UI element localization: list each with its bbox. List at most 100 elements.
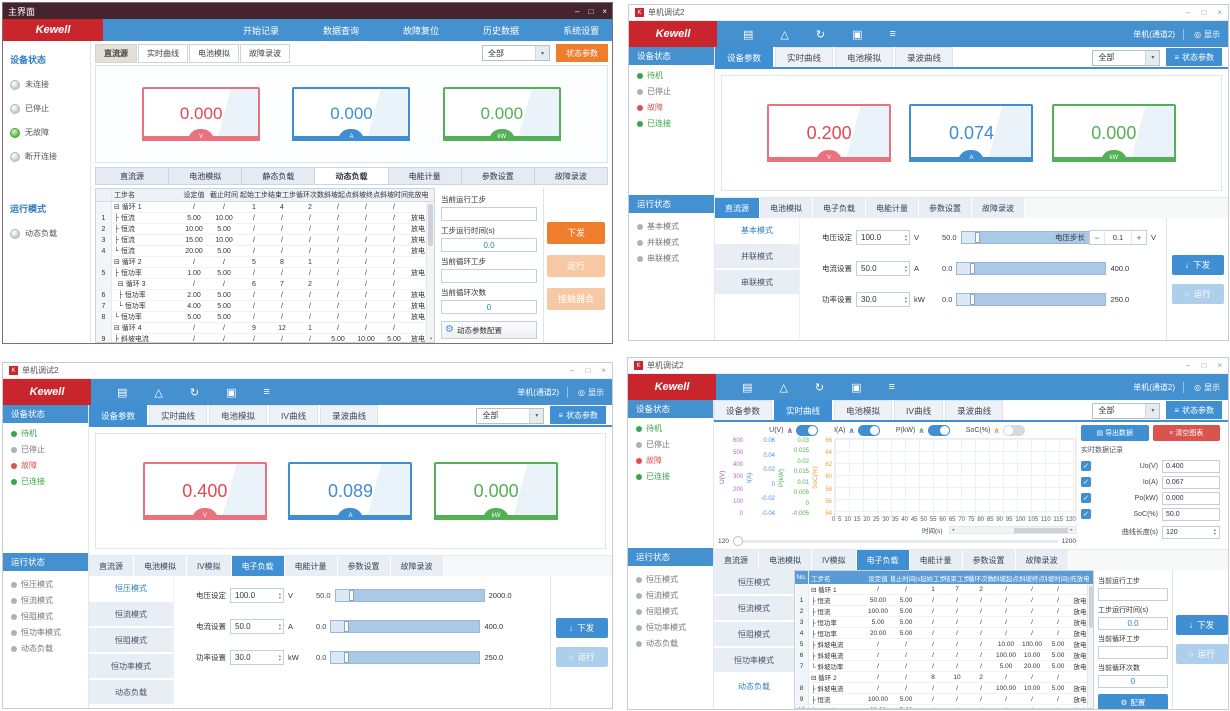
toolbar-icon[interactable]: ▤ — [742, 381, 753, 394]
close-button[interactable]: × — [1217, 8, 1222, 17]
scroll-left-icon[interactable]: ◂ — [951, 527, 955, 533]
section-tab[interactable]: 直流源 — [714, 550, 759, 570]
mode-menu-item[interactable]: 恒压模式 — [714, 570, 794, 594]
status-params-button[interactable]: 状态参数 — [556, 44, 608, 62]
tab[interactable]: 设备参数 — [714, 400, 773, 420]
toolbar-icon[interactable]: △ — [780, 28, 789, 41]
current-step-input[interactable] — [441, 207, 537, 221]
toolbar-icon[interactable]: △ — [154, 386, 163, 399]
table-row[interactable]: 1 ├ 恒流 50.00 5.00 / / / / / / 放电 — [795, 595, 1093, 606]
run-button[interactable]: ○ 运行 — [555, 646, 608, 667]
section-tab[interactable]: 参数设置 — [962, 550, 1016, 570]
maximize-button[interactable]: □ — [585, 366, 591, 375]
section-tab[interactable]: 参数设置 — [337, 556, 391, 576]
export-data-button[interactable]: ▤ 导出数据 — [1081, 425, 1149, 441]
toolbar-icon[interactable]: ▣ — [226, 386, 237, 399]
tab[interactable]: 电池模拟 — [209, 405, 268, 425]
table-row[interactable]: 9 ├ 斜坡电流 / / / / / 5.00 10.00 5.00 放电 — [96, 334, 434, 342]
filter-dropdown[interactable]: 全部 ▾ — [476, 407, 545, 424]
param-value-input[interactable]: 100.0 — [230, 588, 284, 603]
section-tab[interactable]: 电子负载 — [856, 550, 910, 570]
send-button[interactable]: ↓ 下发 — [1171, 254, 1224, 275]
toolbar-icon[interactable]: ↻ — [814, 381, 825, 394]
clear-chart-button[interactable]: × 清空图表 — [1152, 425, 1220, 441]
section-tab[interactable]: 故障录波 — [972, 198, 1025, 218]
section-tab[interactable]: 直流源 — [96, 168, 170, 184]
chart-h-scrollbar[interactable]: ◂ ▸ — [948, 526, 1076, 534]
mode-menu-item[interactable]: 恒流模式 — [714, 596, 794, 620]
mode-menu-item[interactable]: 并联模式 — [715, 244, 799, 268]
section-tab[interactable]: 电子负载 — [231, 556, 285, 576]
maximize-button[interactable]: □ — [588, 6, 594, 16]
status-params-button[interactable]: ≡ 状态参数 — [550, 406, 606, 424]
scrollbar-thumb[interactable] — [428, 204, 433, 246]
section-tab[interactable]: 直流源 — [89, 556, 134, 576]
spinner-icon[interactable] — [905, 296, 907, 304]
toolbar-icon[interactable]: ▤ — [117, 386, 128, 399]
mode-menu-item[interactable]: 动态负载 — [714, 674, 794, 698]
table-row[interactable]: 5 ├ 恒功率 1.00 5.00 / / / / / / 放电 — [96, 268, 434, 279]
spinner-icon[interactable] — [1214, 528, 1216, 536]
table-row[interactable]: 1 ├ 恒流 5.00 10.00 / / / / / / 放电 — [96, 213, 434, 224]
toolbar-icon[interactable]: ▣ — [852, 28, 863, 41]
tab[interactable]: 实时曲线 — [149, 405, 208, 425]
tab[interactable]: 设备参数 — [715, 47, 774, 67]
step-minus-button[interactable]: − — [1094, 232, 1100, 243]
tab[interactable]: 录波曲线 — [320, 405, 379, 425]
checkbox-checked[interactable] — [1081, 477, 1091, 487]
tab[interactable]: 实时曲线 — [775, 47, 834, 67]
toolbar-icon[interactable]: ▣ — [851, 381, 862, 394]
param-slider[interactable] — [330, 651, 481, 664]
section-tab[interactable]: 故障录波 — [390, 556, 444, 576]
menu-item[interactable]: 历史数据 — [483, 25, 520, 36]
section-tab[interactable]: 电能计量 — [388, 168, 462, 184]
monitor-value-input[interactable]: 0.400 — [1162, 459, 1220, 473]
mode-menu-item[interactable]: 恒压模式 — [89, 576, 173, 600]
spinner-icon[interactable] — [279, 654, 281, 662]
section-tab[interactable]: 参数设置 — [461, 168, 535, 184]
monitor-value-input[interactable]: 50.0 — [1162, 507, 1220, 521]
slider-handle[interactable] — [348, 590, 354, 601]
section-tab[interactable]: IV模拟 — [187, 556, 232, 576]
monitor-value-input[interactable]: 0.067 — [1162, 475, 1220, 489]
menu-item[interactable]: 数据查询 — [323, 25, 360, 36]
section-tab[interactable]: 电子负载 — [813, 198, 866, 218]
table-row[interactable]: 5 ├ 斜坡电流 / / / / / 10.00 100.00 5.00 放电 — [795, 639, 1093, 650]
param-value-input[interactable]: 30.0 — [856, 292, 910, 307]
send-button[interactable]: ↓ 下发 — [1175, 615, 1228, 635]
param-slider[interactable] — [960, 231, 1111, 244]
display-button[interactable]: ◎ 显示 — [567, 386, 604, 398]
scrollbar-thumb[interactable] — [1089, 586, 1093, 628]
action-button[interactable]: 运行 — [547, 254, 605, 277]
scroll-down-icon[interactable]: ▾ — [429, 336, 433, 342]
table-scrollbar[interactable] — [1087, 584, 1093, 708]
tab[interactable]: 故障录波 — [240, 43, 290, 63]
step-value[interactable]: 0.1 — [1103, 231, 1132, 244]
minimize-button[interactable]: – — [570, 366, 575, 375]
current-loop-input[interactable] — [1098, 646, 1168, 659]
mode-menu-item[interactable]: 串联模式 — [715, 270, 799, 294]
toolbar-icon[interactable]: ↻ — [189, 386, 200, 399]
section-tab[interactable]: 静态负载 — [242, 168, 316, 184]
tab[interactable]: 实时曲线 — [138, 43, 188, 63]
tab[interactable]: 设备参数 — [89, 405, 148, 425]
menu-item[interactable]: 开始记录 — [243, 25, 280, 36]
current-step-input[interactable] — [1098, 588, 1168, 601]
minimize-button[interactable]: – — [575, 6, 580, 16]
table-row[interactable]: ⊟ 循环 2 / / 5 8 1 / / / — [96, 257, 434, 268]
curve-length-input[interactable]: 120 — [1162, 525, 1220, 539]
checkbox-checked[interactable] — [1081, 493, 1091, 503]
menu-item[interactable]: 系统设置 — [563, 25, 600, 36]
send-button[interactable]: ↓ 下发 — [555, 617, 608, 638]
table-row[interactable]: 3 ├ 恒流 15.00 10.00 / / / / / / 放电 — [96, 235, 434, 246]
toolbar-icon[interactable]: ▤ — [743, 28, 754, 41]
table-row[interactable]: 4 ├ 恒功率 20.00 5.00 / / / / / / 放电 — [795, 628, 1093, 639]
tab[interactable]: 直流源 — [95, 43, 137, 63]
table-scrollbar[interactable]: ▾ — [426, 202, 434, 342]
table-row[interactable]: 7 └ 斜坡功率 / / / / / 5.00 20.00 5.00 放电 — [795, 661, 1093, 672]
display-button[interactable]: ◎ 显示 — [1183, 28, 1220, 40]
slider-knob[interactable] — [732, 536, 743, 546]
config-button[interactable]: ⚙ 配置 — [1098, 694, 1168, 709]
param-slider[interactable] — [956, 262, 1107, 275]
